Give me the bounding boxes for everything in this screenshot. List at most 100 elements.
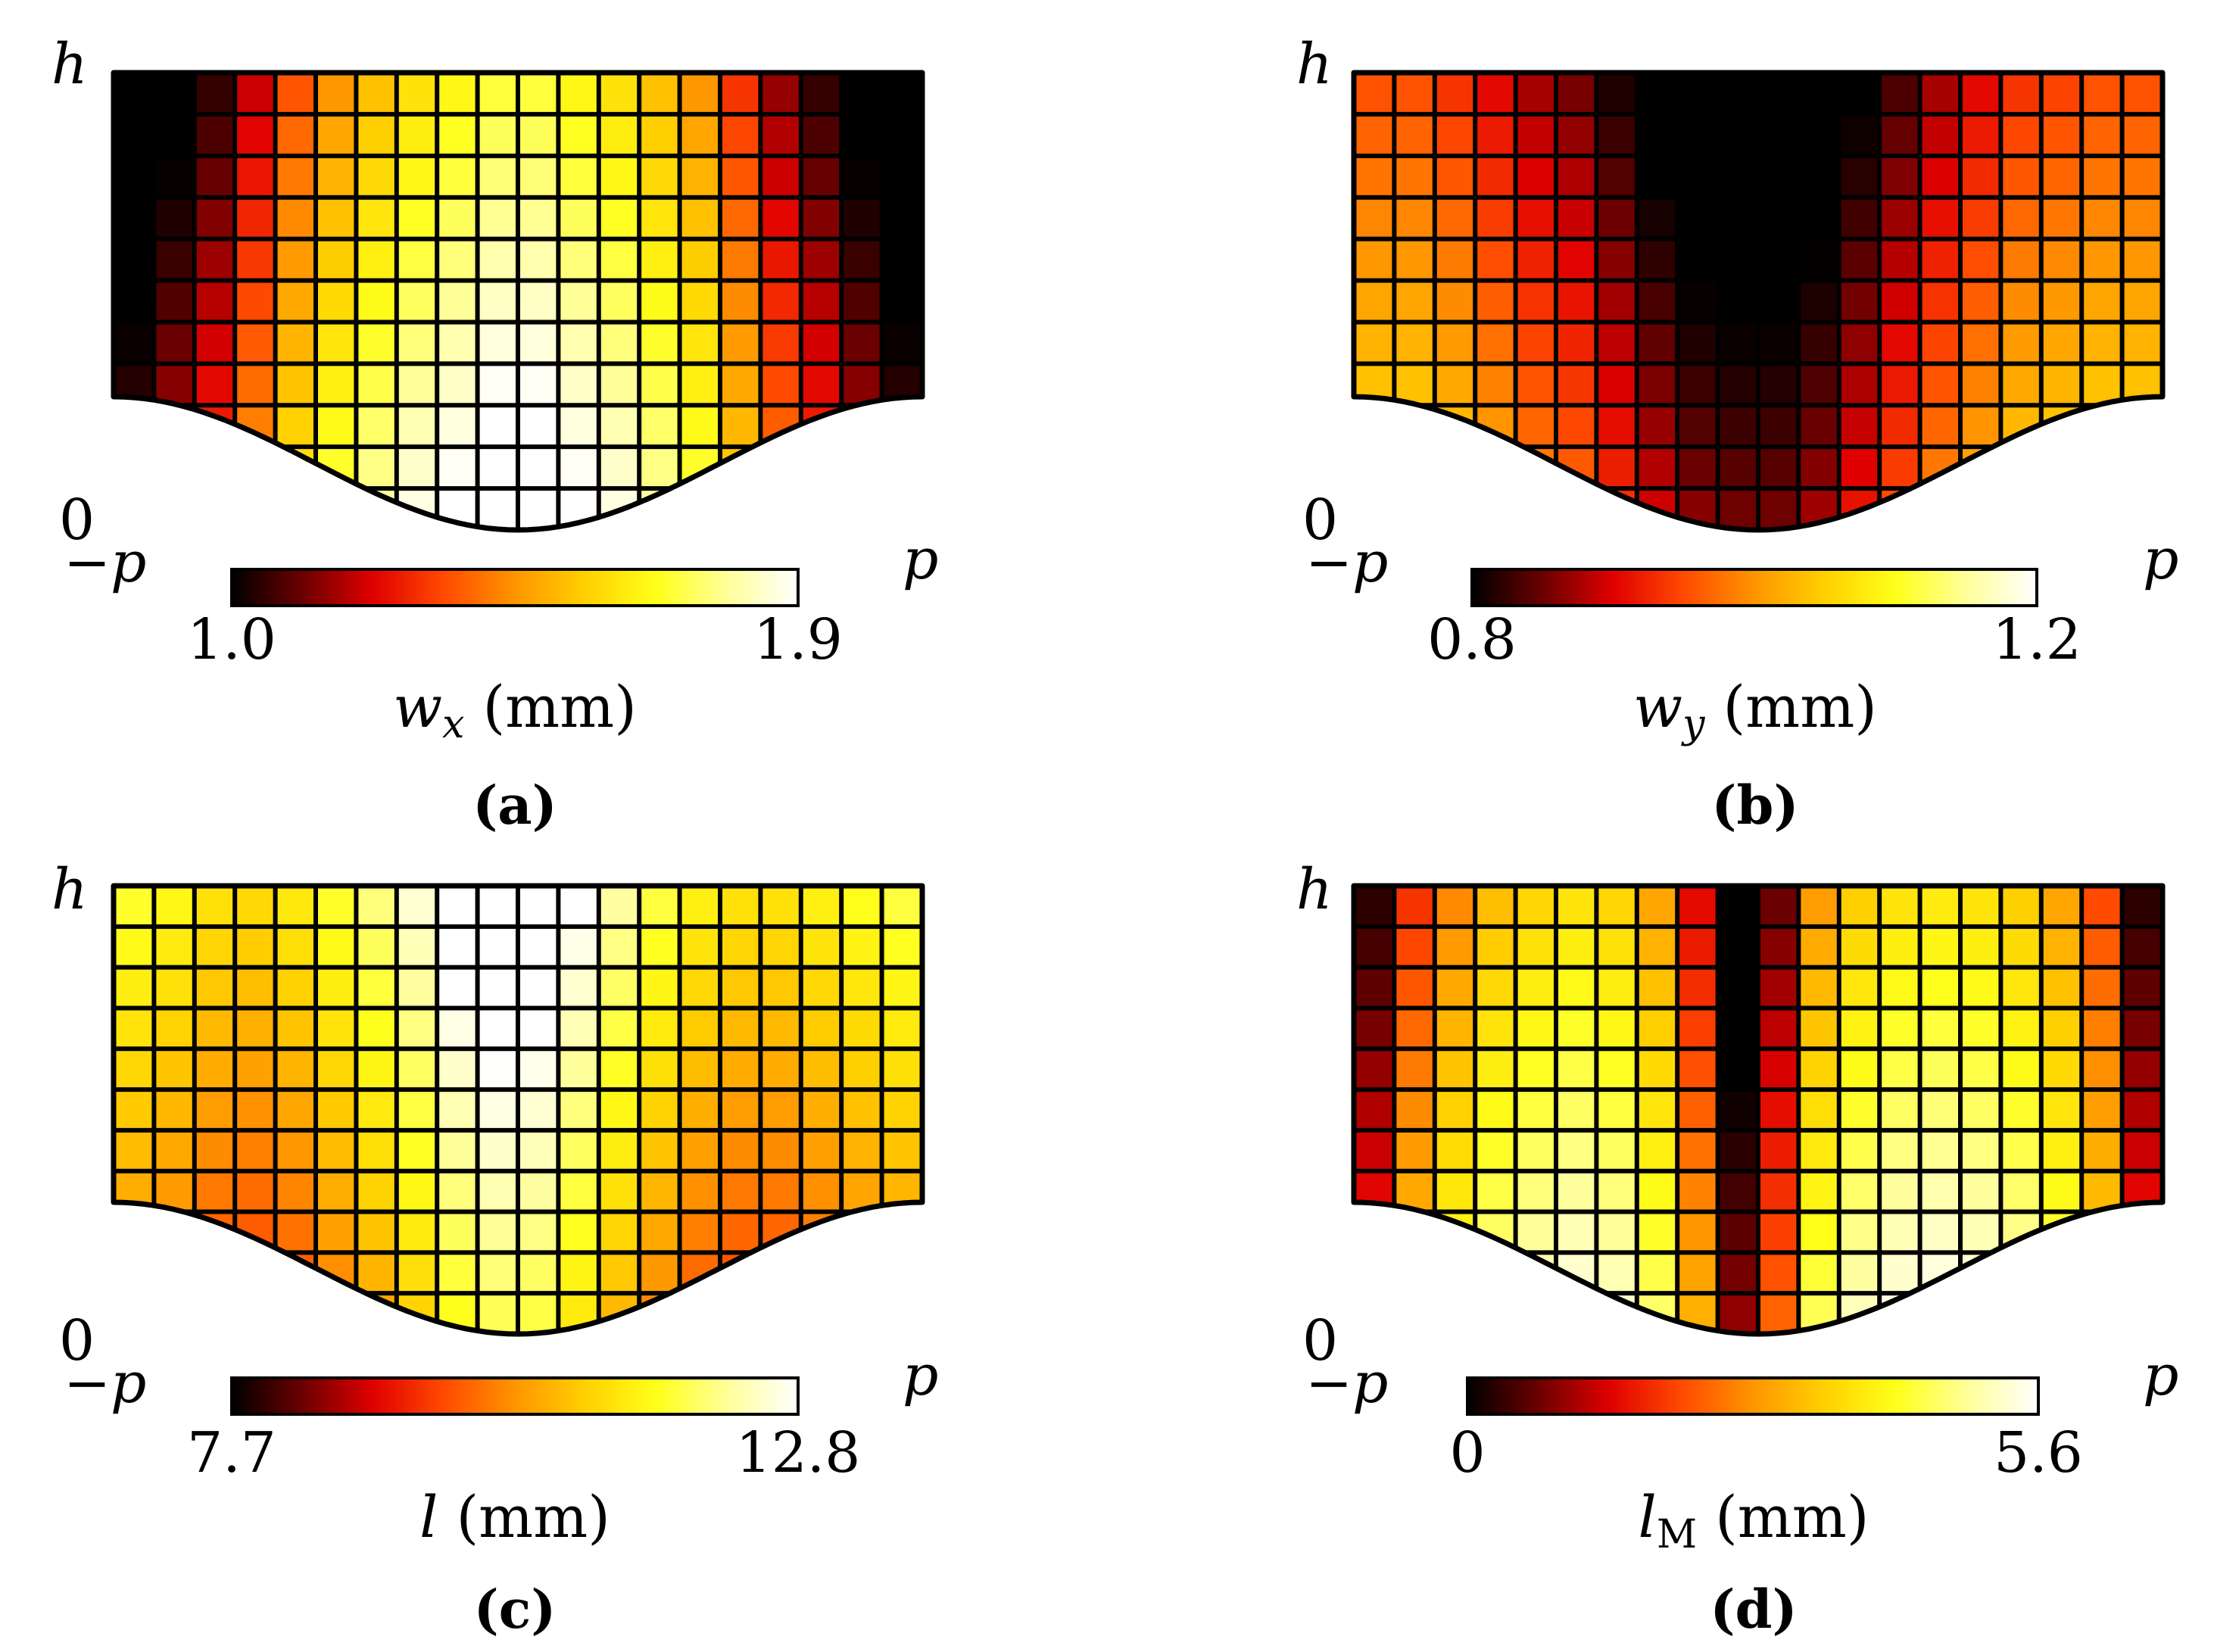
heatmap-cell bbox=[194, 1089, 235, 1131]
heatmap-cell bbox=[316, 1008, 357, 1049]
heatmap-cell bbox=[1677, 114, 1719, 157]
heatmap-cell bbox=[1596, 1130, 1638, 1172]
heatmap-cell bbox=[800, 322, 842, 364]
heatmap-cell bbox=[2122, 967, 2163, 1008]
heatmap-cell bbox=[679, 280, 721, 323]
heatmap-cell bbox=[1434, 73, 1476, 115]
heatmap-cell bbox=[1636, 1170, 1678, 1213]
heatmap-cell bbox=[720, 1170, 761, 1213]
heatmap-cell bbox=[598, 1130, 640, 1172]
heatmap-cell bbox=[1515, 1170, 1557, 1213]
heatmap-cell bbox=[2081, 197, 2123, 240]
heatmap-cell bbox=[275, 1293, 317, 1334]
heatmap-cell bbox=[760, 447, 802, 489]
heatmap-cell bbox=[1596, 322, 1638, 364]
heatmap-cell bbox=[1515, 73, 1557, 115]
heatmap-cell bbox=[1515, 1049, 1557, 1090]
heatmap-cell bbox=[518, 1293, 559, 1334]
heatmap-cell bbox=[194, 1130, 235, 1172]
heatmap-cell bbox=[2122, 73, 2163, 115]
heatmap-cell bbox=[1515, 280, 1557, 323]
colorbar-d bbox=[1466, 1376, 2040, 1416]
heatmap-cell bbox=[1394, 405, 1436, 447]
heatmap-cell bbox=[235, 488, 276, 530]
heatmap-cell bbox=[114, 1293, 154, 1334]
colorbar-min-label-b: 0.8 bbox=[1427, 607, 1517, 672]
heatmap-cell bbox=[437, 1130, 479, 1172]
domain-outline-a bbox=[111, 70, 925, 533]
heatmap-cell bbox=[1475, 1130, 1517, 1172]
colorbar-min-label-a: 1.0 bbox=[187, 607, 276, 672]
heatmap-cell bbox=[1394, 447, 1436, 489]
heatmap-cell bbox=[275, 238, 317, 282]
heatmap-cell bbox=[598, 114, 640, 157]
heatmap-cell bbox=[396, 238, 438, 282]
heatmap-cell bbox=[639, 322, 681, 364]
heatmap-cell bbox=[1394, 1089, 1436, 1131]
heatmap-cell bbox=[1677, 73, 1719, 115]
heatmap-cell bbox=[1717, 405, 1759, 447]
heatmap-cell bbox=[1960, 197, 2001, 240]
panel-c: h 0 −p p 7.7 12.8 l (mm) (c) bbox=[51, 857, 938, 1641]
heatmap-cell bbox=[2000, 488, 2042, 530]
heatmap-cell bbox=[2122, 155, 2163, 198]
heatmap-cell bbox=[194, 197, 235, 240]
heatmap-cell bbox=[1838, 1089, 1880, 1131]
heatmap-cell bbox=[841, 155, 883, 198]
heatmap-cell bbox=[114, 1211, 154, 1253]
heatmap-cell bbox=[598, 926, 640, 968]
heatmap-cell bbox=[154, 197, 195, 240]
heatmap-cell bbox=[275, 197, 317, 240]
heatmap-cell bbox=[2000, 363, 2042, 406]
heatmap-cell bbox=[2081, 114, 2123, 157]
heatmap-cell bbox=[1434, 967, 1476, 1008]
heatmap-cell bbox=[235, 197, 276, 240]
heatmap-cell bbox=[720, 926, 761, 968]
heatmap-cell bbox=[2122, 280, 2163, 323]
heatmap-cell bbox=[1798, 322, 1840, 364]
heatmap-cell bbox=[1798, 926, 1840, 968]
heatmap-cell bbox=[1879, 447, 1921, 489]
heatmap-cell bbox=[1677, 1089, 1719, 1131]
heatmap-cell bbox=[2081, 1293, 2123, 1334]
heatmap-cell bbox=[518, 280, 559, 323]
heatmap-cell bbox=[114, 1008, 154, 1049]
heatmap-cell bbox=[2081, 155, 2123, 198]
heatmap-cell bbox=[1879, 1089, 1921, 1131]
heatmap-cell bbox=[2000, 1130, 2042, 1172]
heatmap-cell bbox=[1434, 886, 1476, 927]
heatmap-cell bbox=[235, 238, 276, 282]
heatmap-cell bbox=[1798, 405, 1840, 447]
domain-outline-d bbox=[1351, 883, 2166, 1337]
heatmap-cell bbox=[235, 322, 276, 364]
heatmap-cell bbox=[477, 155, 519, 198]
colorbar-title-c: l (mm) bbox=[419, 1483, 610, 1551]
heatmap-cell bbox=[437, 1008, 479, 1049]
heatmap-cell bbox=[1515, 1089, 1557, 1131]
heatmap-cell bbox=[679, 197, 721, 240]
heatmap-cell bbox=[1717, 447, 1759, 489]
heatmap-cell bbox=[1475, 447, 1517, 489]
heatmap-cell bbox=[1758, 1293, 1799, 1334]
heatmap-cell bbox=[518, 1049, 559, 1090]
heatmap-cell bbox=[760, 1293, 802, 1334]
heatmap-cell bbox=[235, 363, 276, 406]
heatmap-cell bbox=[2041, 886, 2082, 927]
heatmap-cell bbox=[396, 197, 438, 240]
heatmap-cell bbox=[1636, 1008, 1678, 1049]
heatmap-cell bbox=[396, 926, 438, 968]
heatmap-cell bbox=[1354, 197, 1395, 240]
heatmap-cell bbox=[881, 1008, 922, 1049]
colorbar-min-label-d: 0 bbox=[1449, 1420, 1485, 1485]
colorbar-title-b: wy (mm) bbox=[1633, 673, 1877, 747]
heatmap-cell bbox=[1879, 967, 1921, 1008]
heatmap-cell bbox=[558, 1089, 600, 1131]
colorbar-title-d: lM (mm) bbox=[1639, 1483, 1869, 1557]
y-bottom-label-d: 0 bbox=[1302, 1308, 1338, 1373]
heatmap-cell bbox=[316, 1293, 357, 1334]
heatmap-cell bbox=[598, 405, 640, 447]
heatmap-cell bbox=[1758, 155, 1799, 198]
heatmap-cell bbox=[841, 926, 883, 968]
heatmap-cell bbox=[518, 447, 559, 489]
heatmap-cell bbox=[356, 1130, 398, 1172]
